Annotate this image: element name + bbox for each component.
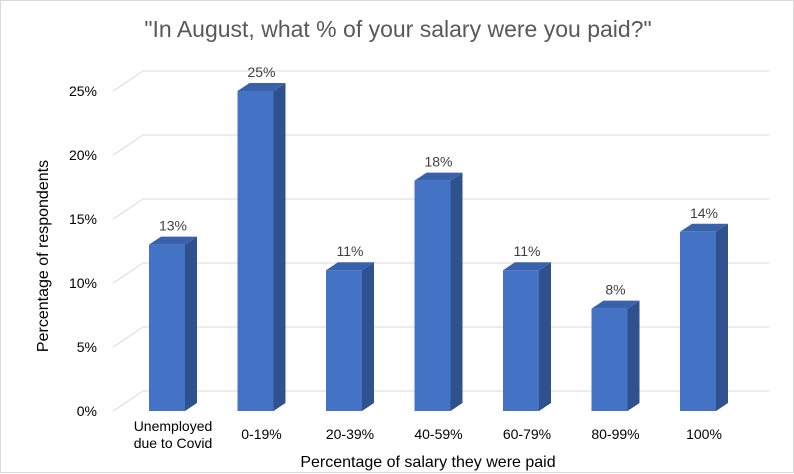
bar-side: [450, 172, 463, 411]
bar-side: [362, 262, 374, 411]
bar: [237, 83, 286, 411]
bar-front: [326, 270, 362, 411]
bar-top: [149, 236, 197, 245]
data-label: 13%: [159, 218, 187, 234]
x-category-label-line: due to Covid: [134, 435, 213, 451]
bar-front: [680, 231, 716, 411]
bar: [680, 223, 728, 411]
bar-front: [414, 180, 451, 411]
bar-top: [591, 300, 640, 309]
y-tick-label: 15%: [69, 211, 97, 227]
bar-side: [539, 262, 551, 411]
y-tick-label: 5%: [77, 339, 97, 355]
gridline: [112, 262, 769, 284]
gridline: [112, 390, 769, 412]
y-axis-title: Percentage of respondents: [35, 160, 52, 352]
x-category-label-line: Unemployed: [134, 418, 213, 434]
data-label: 11%: [337, 243, 364, 259]
chart-title: "In August, what % of your salary were y…: [144, 16, 651, 42]
x-category-label: 0-19%: [241, 426, 281, 442]
data-label: 25%: [247, 64, 275, 80]
bar: [503, 262, 551, 411]
x-category-label: 20-39%: [326, 426, 374, 442]
x-category-label: 40-59%: [414, 426, 462, 442]
bar: [414, 172, 463, 411]
x-category-label: 80-99%: [591, 426, 639, 442]
x-category-label: 60-79%: [503, 426, 551, 442]
x-axis-title: Percentage of salary they were paid: [300, 454, 555, 471]
bar-front: [237, 91, 274, 411]
gridline: [112, 70, 769, 92]
gridline: [112, 198, 769, 220]
bar-top: [680, 223, 728, 232]
data-label: 18%: [424, 154, 452, 170]
y-tick-label: 0%: [77, 403, 97, 419]
x-category-label: 100%: [686, 426, 722, 442]
y-tick-label: 25%: [69, 83, 97, 99]
y-tick-label: 10%: [69, 275, 97, 291]
bar-front: [591, 308, 628, 411]
data-label: 14%: [690, 205, 718, 221]
bar-front: [149, 244, 185, 411]
bar-top: [237, 83, 286, 91]
x-axis-categories: Unemployed due to Covid 0-19% 20-39% 40-59% 6…: [134, 418, 722, 451]
bar-top: [326, 262, 374, 271]
bar-top: [503, 262, 551, 271]
bar-top: [414, 172, 463, 181]
gridline: [112, 326, 769, 348]
data-labels: 13% 25% 11% 18% 11% 8% 14%: [159, 64, 718, 298]
data-label: 11%: [514, 243, 541, 259]
bar: [591, 300, 640, 411]
gridlines: [112, 70, 769, 412]
y-axis-ticks: 0% 5% 10% 15% 20% 25%: [69, 83, 97, 419]
x-category-label: Unemployed due to Covid: [134, 418, 213, 451]
bar: [149, 236, 197, 411]
bar-side: [627, 300, 640, 411]
bar-side: [716, 223, 728, 411]
data-label: 8%: [605, 282, 625, 298]
bar-side: [185, 236, 197, 411]
bar-side: [273, 83, 286, 411]
bar: [326, 262, 374, 411]
bars: [149, 83, 728, 411]
y-tick-label: 20%: [69, 147, 97, 163]
bar-front: [503, 270, 539, 411]
gridline: [112, 134, 769, 156]
